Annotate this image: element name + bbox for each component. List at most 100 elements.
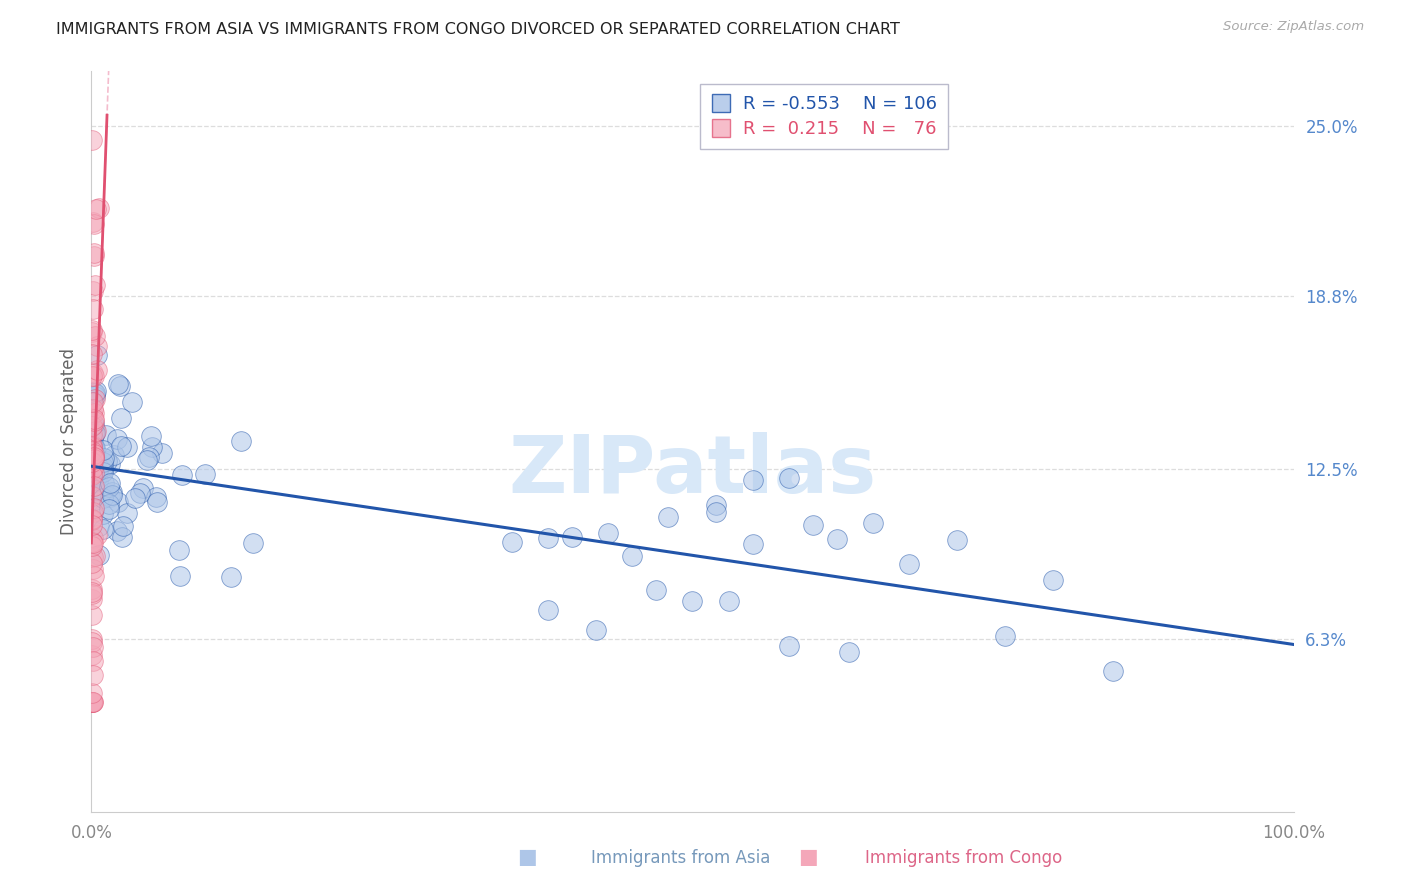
Point — [98, 480, 121, 494]
Point — [80, 462, 103, 476]
Point — [82, 284, 104, 298]
Point — [98, 475, 121, 490]
Point — [80, 582, 103, 596]
Point — [83, 447, 105, 461]
Point — [501, 535, 523, 549]
Point — [80, 695, 103, 709]
Point — [84, 202, 107, 216]
Point — [82, 512, 104, 526]
Point — [110, 439, 132, 453]
Point — [1102, 664, 1125, 678]
Point — [82, 695, 104, 709]
Point — [124, 491, 146, 506]
Point — [84, 389, 107, 403]
Text: Source: ZipAtlas.com: Source: ZipAtlas.com — [1223, 20, 1364, 33]
Point — [80, 686, 103, 700]
Point — [83, 483, 105, 497]
Point — [83, 412, 105, 426]
Point — [83, 385, 105, 400]
Point — [83, 406, 105, 420]
Point — [82, 444, 104, 458]
Point — [128, 485, 150, 500]
Point — [82, 395, 104, 409]
Point — [82, 133, 104, 147]
Point — [97, 502, 120, 516]
Point — [80, 470, 103, 484]
Point — [84, 424, 107, 438]
Point — [82, 654, 104, 668]
Point — [83, 427, 105, 442]
Point — [98, 457, 121, 471]
Point — [115, 506, 138, 520]
Point — [112, 519, 135, 533]
Point — [80, 442, 103, 456]
Point — [83, 385, 105, 400]
Point — [717, 594, 740, 608]
Point — [83, 392, 105, 406]
Point — [83, 501, 105, 516]
Point — [778, 471, 800, 485]
Point — [93, 465, 115, 479]
Point — [83, 549, 105, 563]
Text: ■: ■ — [517, 847, 537, 867]
Point — [135, 453, 157, 467]
Point — [111, 530, 134, 544]
Point — [89, 548, 111, 562]
Point — [80, 395, 103, 409]
Point — [80, 587, 103, 601]
Point — [145, 490, 167, 504]
Point — [110, 378, 132, 392]
Point — [145, 495, 167, 509]
Point — [82, 418, 104, 433]
Point — [83, 450, 105, 464]
Point — [80, 438, 103, 452]
Text: ■: ■ — [799, 847, 818, 867]
Point — [91, 461, 114, 475]
Point — [105, 524, 128, 538]
Point — [105, 432, 128, 446]
Point — [80, 695, 103, 709]
Point — [107, 376, 129, 391]
Point — [82, 640, 104, 655]
Point — [561, 530, 583, 544]
Point — [86, 474, 108, 488]
Point — [89, 201, 111, 215]
Point — [82, 531, 104, 545]
Point — [121, 395, 143, 409]
Point — [132, 481, 155, 495]
Point — [80, 607, 103, 622]
Point — [80, 556, 103, 570]
Point — [83, 466, 105, 480]
Point — [229, 434, 252, 448]
Point — [82, 632, 104, 646]
Point — [82, 369, 104, 384]
Point — [86, 469, 108, 483]
Point — [83, 328, 105, 343]
Point — [93, 450, 115, 465]
Text: ZIPatlas: ZIPatlas — [509, 432, 876, 510]
Point — [167, 543, 190, 558]
Point — [82, 407, 104, 421]
Point — [801, 517, 824, 532]
Point — [83, 502, 105, 516]
Point — [82, 469, 104, 483]
Point — [80, 415, 103, 429]
Point — [100, 488, 122, 502]
Point — [141, 441, 163, 455]
Point — [94, 428, 117, 442]
Point — [80, 454, 103, 468]
Point — [82, 215, 104, 229]
Point — [681, 594, 703, 608]
Point — [82, 634, 104, 648]
Point — [84, 277, 107, 292]
Point — [82, 402, 104, 417]
Point — [585, 623, 607, 637]
Point — [82, 476, 104, 491]
Point — [80, 539, 103, 553]
Point — [83, 569, 105, 583]
Point — [93, 522, 115, 536]
Point — [82, 443, 104, 458]
Point — [862, 516, 884, 530]
Point — [80, 592, 103, 607]
Point — [82, 325, 104, 339]
